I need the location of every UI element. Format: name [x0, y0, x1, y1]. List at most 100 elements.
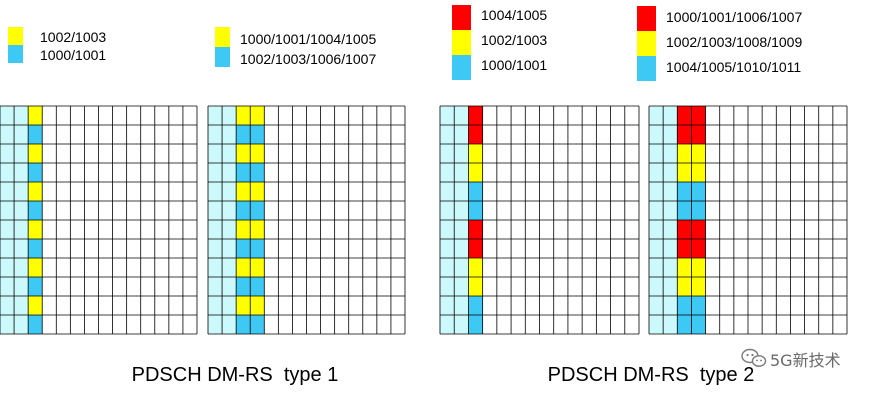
grid-cell-lightcyan [14, 277, 29, 296]
grid-cell-yellow [28, 106, 43, 125]
grid-cell-blue [28, 125, 43, 144]
grid-cell-yellow [250, 220, 265, 239]
grid-cell-lightcyan [14, 125, 29, 144]
grid-cell-lightcyan [454, 144, 469, 163]
grid-cell-lightcyan [14, 106, 29, 125]
grid-cell-yellow [691, 163, 706, 182]
grid-cell-blue [28, 201, 43, 220]
grid-cell-yellow [677, 144, 692, 163]
grid-cell-blue [236, 125, 251, 144]
grid-cell-blue [691, 182, 706, 201]
grid-cell-yellow [677, 258, 692, 277]
grid-cell-lightcyan [454, 163, 469, 182]
grid-cell-lightcyan [14, 144, 29, 163]
grid-cell-lightcyan [440, 239, 455, 258]
grid-cell-lightcyan [0, 182, 15, 201]
grid-cell-lightcyan [440, 315, 455, 334]
grid-cell-blue [28, 163, 43, 182]
grid-cell-blue [468, 296, 483, 315]
legend-label: 1002/1003 [40, 29, 106, 45]
grid-cell-lightcyan [222, 296, 237, 315]
grid-cell-lightcyan [649, 239, 664, 258]
grid-cell-yellow [468, 163, 483, 182]
watermark-text: 5G新技术 [770, 351, 841, 370]
legend-label: 1000/1001/1006/1007 [666, 9, 802, 25]
caption-type1: PDSCH DM-RS type 1 [132, 364, 339, 386]
grid-cell-lightcyan [222, 315, 237, 334]
legend-swatch-red [637, 6, 656, 31]
grid-cell-yellow [28, 296, 43, 315]
grid-cell-lightcyan [649, 220, 664, 239]
grid-cell-lightcyan [0, 277, 15, 296]
grid-cell-yellow [28, 144, 43, 163]
grid-cell-red [468, 125, 483, 144]
grid-cell-lightcyan [222, 201, 237, 220]
grid-cell-lightcyan [649, 106, 664, 125]
caption-type2: PDSCH DM-RS type 2 [548, 364, 755, 386]
grid-cell-blue [468, 201, 483, 220]
grid-cell-lightcyan [14, 182, 29, 201]
grid-cell-blue [677, 182, 692, 201]
grid-cell-lightcyan [663, 258, 678, 277]
grid-cell-lightcyan [222, 163, 237, 182]
legend-swatch-blue [452, 55, 471, 80]
grid-cell-lightcyan [649, 182, 664, 201]
grid-cell-red [468, 220, 483, 239]
grid-cell-blue [677, 315, 692, 334]
grid-cell-lightcyan [208, 220, 223, 239]
grid-cell-lightcyan [208, 201, 223, 220]
grid-cell-yellow [28, 258, 43, 277]
grid-cell-lightcyan [663, 163, 678, 182]
grid-cell-lightcyan [454, 201, 469, 220]
grid-cell-blue [28, 277, 43, 296]
grid-cell-lightcyan [663, 182, 678, 201]
grid-cell-lightcyan [454, 315, 469, 334]
grid-cell-blue [691, 315, 706, 334]
grid-cell-lightcyan [649, 258, 664, 277]
grid-cell-red [691, 125, 706, 144]
grid-cell-lightcyan [454, 182, 469, 201]
legend-3: 1004/1005 1002/1003 1000/1001 [452, 5, 547, 80]
grid-cell-lightcyan [663, 201, 678, 220]
grid-cell-blue [236, 163, 251, 182]
grid-cell-lightcyan [0, 144, 15, 163]
grid-cell-lightcyan [208, 182, 223, 201]
grid-cell-lightcyan [663, 296, 678, 315]
grid-cell-blue [250, 277, 265, 296]
grid-cell-lightcyan [663, 220, 678, 239]
grid-cell-red [677, 125, 692, 144]
resource-grids [0, 105, 848, 335]
grid-cell-lightcyan [440, 125, 455, 144]
grid-cell-blue [677, 296, 692, 315]
grid-cell-blue [28, 239, 43, 258]
grid-cell-lightcyan [454, 277, 469, 296]
grid-cell-blue [677, 201, 692, 220]
grid-cell-lightcyan [0, 296, 15, 315]
legend-label: 1000/1001 [40, 47, 106, 63]
grid-cell-yellow [236, 258, 251, 277]
grid-cell-yellow [468, 277, 483, 296]
grid-cell-lightcyan [208, 296, 223, 315]
grid-cell-red [468, 239, 483, 258]
grid-cell-lightcyan [649, 315, 664, 334]
grid-cell-lightcyan [663, 239, 678, 258]
legends: 1002/10031000/10011000/1001/1004/1005100… [8, 5, 802, 81]
grid-cell-lightcyan [222, 239, 237, 258]
grid-cell-yellow [28, 220, 43, 239]
grid-cell-red [468, 106, 483, 125]
grid-cell-lightcyan [649, 144, 664, 163]
grid-cell-blue [468, 182, 483, 201]
legend-label: 1002/1003/1006/1007 [240, 51, 376, 67]
legend-swatch-blue [637, 56, 656, 81]
grid-cell-yellow [236, 296, 251, 315]
grid-cell-blue [236, 315, 251, 334]
grid-cell-lightcyan [649, 201, 664, 220]
grid-cell-yellow [250, 182, 265, 201]
legend-1: 1002/1003 1000/1001 [8, 27, 106, 63]
grid-cell-yellow [691, 258, 706, 277]
grid-cell-lightcyan [454, 106, 469, 125]
grid-cell-lightcyan [440, 182, 455, 201]
grid-cell-yellow [250, 144, 265, 163]
grid-cell-lightcyan [663, 144, 678, 163]
